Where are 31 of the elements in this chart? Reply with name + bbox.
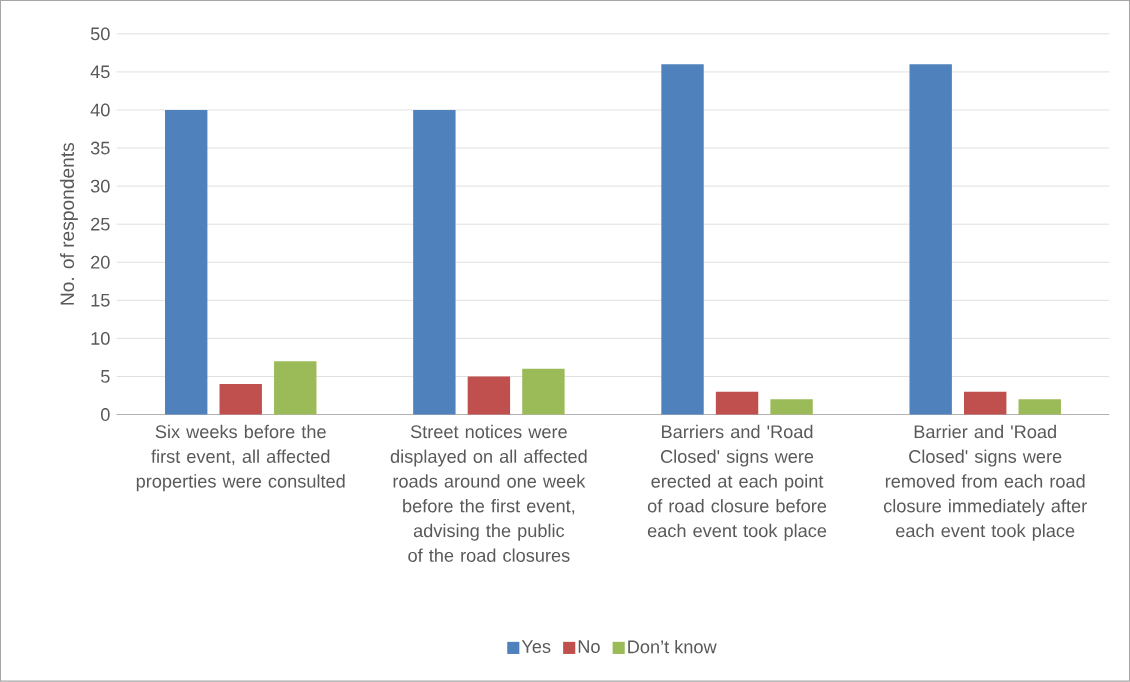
y-tick-label: 5 — [101, 370, 110, 383]
bar — [219, 384, 262, 415]
bar — [770, 399, 813, 415]
y-tick-label: 45 — [90, 65, 110, 79]
bar — [164, 110, 208, 415]
bar — [715, 391, 759, 415]
bar — [522, 369, 565, 415]
bar — [964, 391, 1007, 415]
y-tick-label: 10 — [91, 332, 110, 346]
legend-label: Don’t know — [628, 640, 717, 654]
legend-label: Yes — [521, 640, 551, 654]
x-tick-label: Street notices were displayed on all affected roads around one week before the first event, advising the public of the road closures — [390, 425, 587, 563]
y-tick-label: 25 — [91, 217, 110, 231]
bar — [274, 361, 317, 415]
y-axis-title: No. of respondents — [59, 143, 78, 305]
bar — [1018, 399, 1061, 415]
y-tick-label: 30 — [90, 179, 110, 193]
y-tick-label: 20 — [91, 256, 110, 269]
bar — [467, 376, 511, 415]
y-tick-label: 50 — [90, 27, 110, 41]
bar — [413, 110, 456, 415]
y-tick-label: 15 — [91, 294, 110, 307]
x-tick-label: Barrier and 'Road Closed' signs were removed from each road closure immediately after each event took place — [883, 425, 1087, 541]
y-tick-label: 0 — [100, 408, 110, 422]
x-tick-label: Six weeks before the first event, all affected properties were consulted — [136, 425, 345, 492]
legend-label: No — [578, 640, 600, 654]
bar — [909, 64, 952, 415]
bar — [661, 64, 704, 415]
y-tick-label: 35 — [90, 141, 110, 155]
x-tick-label: Barriers and 'Road Closed' signs were erected at each point of road closure before each event took place — [647, 425, 827, 541]
y-tick-label: 40 — [90, 103, 110, 117]
